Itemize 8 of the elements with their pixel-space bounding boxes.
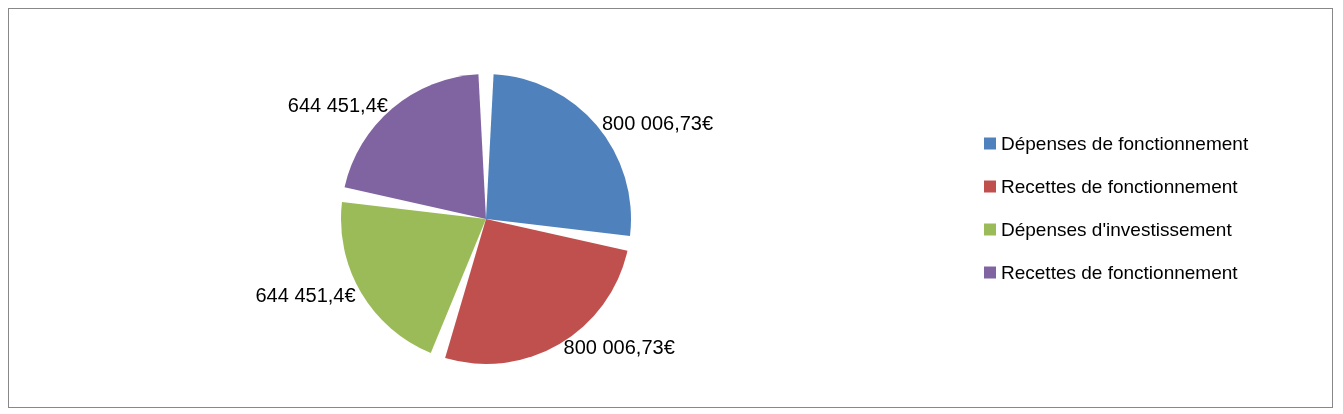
legend-label: Recettes de fonctionnement [1001,262,1239,283]
legend-label: Dépenses de fonctionnement [1001,133,1249,154]
data-label: 644 451,4€ [287,94,388,117]
data-label: 800 006,73€ [563,336,675,359]
legend-label: Recettes de fonctionnement [1001,176,1239,197]
legend-label: Dépenses d'investissement [1001,219,1233,240]
data-label: 800 006,73€ [601,111,714,134]
data-label: 644 451,4€ [255,283,356,306]
